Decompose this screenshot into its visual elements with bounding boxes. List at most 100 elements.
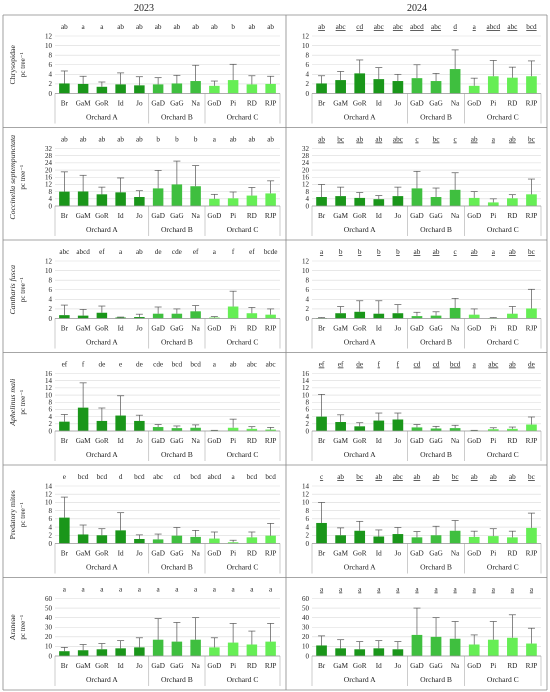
significance-letter: b bbox=[194, 136, 198, 144]
significance-letter: a bbox=[157, 586, 161, 594]
category-label: GoR bbox=[353, 437, 367, 445]
category-label: Jo bbox=[136, 550, 143, 558]
category-label: RD bbox=[247, 325, 257, 333]
significance-letter: a bbox=[100, 23, 104, 31]
bar bbox=[115, 648, 126, 656]
category-label: RJP bbox=[265, 325, 277, 333]
bar bbox=[209, 198, 220, 206]
significance-letter: d bbox=[453, 23, 457, 31]
bar bbox=[373, 199, 385, 206]
significance-letter: f bbox=[397, 361, 400, 369]
category-label: RD bbox=[247, 662, 257, 670]
category-label: GaD bbox=[410, 550, 424, 558]
y-tick-label: 2 bbox=[49, 80, 53, 88]
significance-letter: cd bbox=[433, 361, 440, 369]
significance-letter: bcde bbox=[264, 248, 278, 256]
bar bbox=[411, 427, 423, 431]
group-label: Orchard A bbox=[344, 563, 376, 572]
category-label: RD bbox=[507, 550, 517, 558]
bar bbox=[316, 645, 327, 656]
category-label: Id bbox=[118, 212, 124, 220]
significance-letter: a bbox=[194, 586, 198, 594]
y-tick-label: 6 bbox=[49, 515, 53, 523]
y-tick-label: 6 bbox=[306, 286, 310, 294]
y-tick-label: 0 bbox=[306, 90, 310, 98]
y-tick-label: 2 bbox=[306, 420, 310, 428]
y-tick-label: 12 bbox=[302, 491, 310, 499]
category-label: GoD bbox=[207, 325, 221, 333]
y-tick-label: 50 bbox=[302, 604, 310, 612]
category-label: GoD bbox=[207, 550, 221, 558]
significance-letter: ab bbox=[230, 361, 237, 369]
significance-letter: de bbox=[155, 248, 162, 256]
significance-letter: ab bbox=[509, 473, 516, 481]
category-label: Na bbox=[451, 662, 460, 670]
bar bbox=[354, 73, 366, 94]
significance-letter: d bbox=[119, 473, 123, 481]
y-tick-label: 32 bbox=[45, 145, 53, 153]
bar bbox=[507, 198, 518, 206]
group-label: Orchard C bbox=[487, 113, 519, 122]
bar bbox=[411, 316, 423, 319]
group-label: Orchard B bbox=[420, 675, 452, 684]
significance-letter: a bbox=[250, 586, 254, 594]
y-tick-label: 12 bbox=[45, 257, 53, 265]
group-label: Orchard B bbox=[420, 338, 452, 347]
category-label: Jo bbox=[395, 100, 402, 108]
y-tick-label: 20 bbox=[302, 633, 310, 641]
significance-letter: a bbox=[320, 248, 324, 256]
category-label: Na bbox=[191, 662, 200, 670]
bar bbox=[190, 639, 201, 656]
bar bbox=[209, 317, 220, 319]
y-tick-label: 32 bbox=[302, 145, 310, 153]
category-label: GaG bbox=[170, 212, 184, 220]
y-tick-label: 6 bbox=[49, 61, 53, 69]
bar bbox=[246, 644, 258, 656]
y-axis-unit: pc tree⁻¹ bbox=[19, 52, 27, 77]
significance-letter: bcd bbox=[134, 473, 145, 481]
category-label: Br bbox=[61, 662, 69, 670]
category-label: RJP bbox=[265, 100, 277, 108]
category-label: RD bbox=[247, 437, 257, 445]
significance-letter: a bbox=[213, 136, 217, 144]
significance-letter: a bbox=[82, 586, 86, 594]
bar bbox=[77, 83, 89, 94]
y-tick-label: 2 bbox=[49, 420, 53, 428]
significance-letter: ab bbox=[337, 473, 344, 481]
bar bbox=[77, 315, 89, 319]
y-tick-label: 10 bbox=[302, 267, 310, 275]
y-tick-label: 12 bbox=[302, 32, 310, 40]
significance-letter: ab bbox=[61, 136, 68, 144]
significance-letter: a bbox=[213, 586, 217, 594]
significance-letter: ab bbox=[117, 23, 124, 31]
category-label: Na bbox=[451, 550, 460, 558]
significance-letter: abcd bbox=[410, 23, 424, 31]
y-tick-label: 30 bbox=[45, 624, 53, 632]
y-tick-label: 0 bbox=[306, 540, 310, 548]
category-label: Jo bbox=[395, 325, 402, 333]
bar bbox=[507, 637, 518, 656]
significance-letter: c bbox=[320, 473, 323, 481]
bar bbox=[227, 427, 239, 431]
category-label: Jo bbox=[136, 100, 143, 108]
significance-letter: a bbox=[339, 586, 343, 594]
chart-chrysopidae-2024: 024681012abBrabcGaMcdGoRabcIdabcJoabcdGa… bbox=[302, 23, 542, 124]
significance-letter: c bbox=[454, 248, 457, 256]
y-tick-label: 12 bbox=[45, 384, 53, 392]
bar bbox=[316, 522, 327, 544]
significance-letter: abc bbox=[393, 473, 403, 481]
group-label: Orchard B bbox=[420, 225, 452, 234]
bar bbox=[134, 647, 145, 656]
significance-letter: abc bbox=[393, 23, 403, 31]
y-tick-label: 4 bbox=[306, 413, 310, 421]
group-label: Orchard C bbox=[487, 675, 519, 684]
category-label: Na bbox=[451, 325, 460, 333]
y-tick-label: 8 bbox=[306, 276, 310, 284]
significance-letter: ab bbox=[509, 136, 516, 144]
category-label: Id bbox=[118, 325, 124, 333]
category-label: Pi bbox=[230, 662, 236, 670]
y-tick-label: 16 bbox=[302, 370, 310, 378]
y-tick-label: 60 bbox=[45, 595, 53, 603]
